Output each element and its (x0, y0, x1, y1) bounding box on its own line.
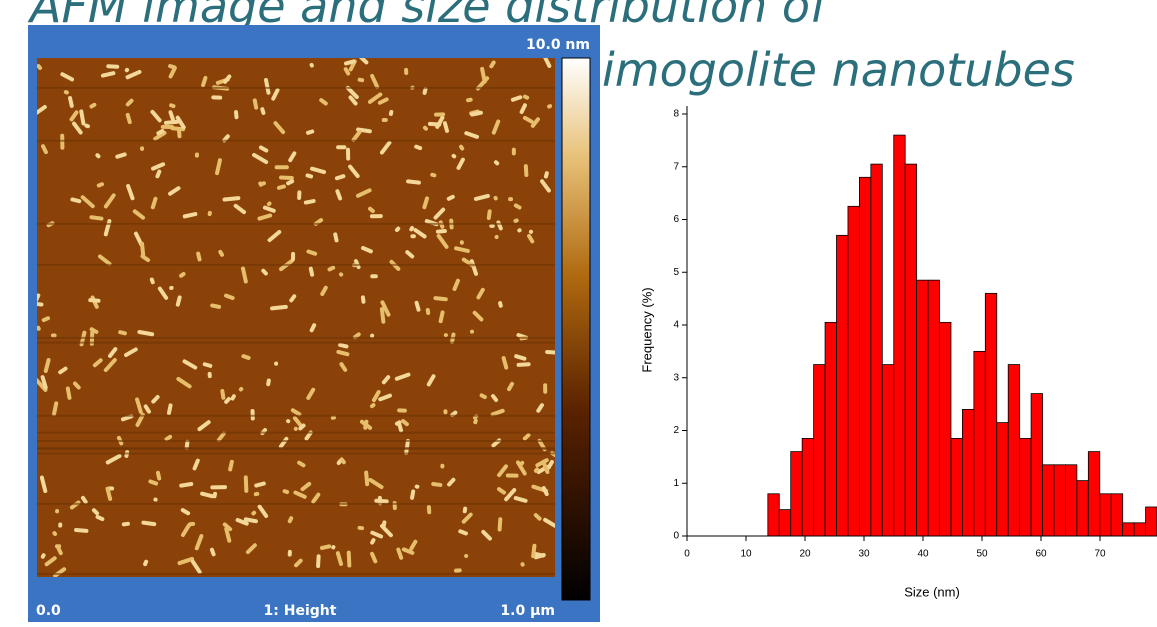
particle (106, 64, 119, 69)
particle (440, 464, 444, 469)
particle (427, 505, 432, 514)
bar (859, 177, 870, 536)
bar (974, 351, 985, 536)
bar (779, 510, 790, 536)
x-tick-label: 30 (858, 549, 870, 560)
particle (397, 408, 407, 412)
y-tick-label: 3 (673, 372, 679, 383)
x-tick-label: 20 (799, 549, 811, 560)
bar (768, 494, 779, 536)
particle (506, 473, 519, 477)
slide: AFM image and size distribution of 10.0 … (0, 0, 1157, 622)
bar (837, 235, 848, 536)
x-tick-label: 60 (1035, 549, 1047, 560)
x-tick-label: 0 (684, 549, 690, 560)
y-tick-label: 1 (673, 478, 679, 489)
particle (434, 112, 445, 116)
bar (1054, 465, 1065, 536)
particle (316, 554, 321, 568)
bar (997, 423, 1008, 536)
channel: 1: Height (264, 603, 337, 619)
particle (370, 274, 378, 278)
bar (1008, 365, 1019, 536)
particle (291, 252, 295, 261)
bar (882, 365, 893, 536)
y-axis-label: Frequency (%) (639, 287, 654, 372)
bar (917, 280, 928, 536)
bar (894, 135, 905, 536)
particle (275, 165, 289, 169)
particle (410, 234, 415, 238)
bar (814, 365, 825, 536)
particle (211, 95, 222, 99)
bar (1100, 494, 1111, 536)
x-tick-label: 10 (740, 549, 752, 560)
x-tick-label: 50 (976, 549, 988, 560)
particle (393, 501, 397, 510)
bar (802, 438, 813, 536)
particle (288, 550, 292, 557)
bar (1065, 465, 1076, 536)
particle (336, 145, 346, 149)
y-tick-label: 7 (673, 161, 679, 172)
bar (871, 164, 882, 536)
bar (1123, 523, 1134, 536)
particle (382, 118, 388, 122)
color-scale (562, 58, 590, 600)
bar (1111, 494, 1122, 536)
bar (1146, 507, 1157, 536)
particle (244, 475, 249, 493)
particle (404, 68, 408, 75)
bar (1031, 394, 1042, 536)
particle (195, 152, 199, 157)
bar (848, 206, 859, 536)
y-tick-label: 5 (673, 267, 679, 278)
bar (985, 293, 996, 536)
bar (940, 322, 951, 536)
y-tick-label: 4 (673, 320, 679, 331)
particle (543, 383, 547, 394)
particle (454, 568, 462, 573)
bar (951, 438, 962, 536)
scale-min: 0.0 (36, 603, 61, 619)
bar (905, 164, 916, 536)
bar (1088, 452, 1099, 536)
bar (928, 280, 939, 536)
particle (55, 509, 59, 513)
y-tick-label: 8 (673, 109, 679, 120)
particle (347, 551, 352, 568)
particle (524, 164, 529, 177)
y-tick-label: 2 (673, 425, 679, 436)
particle (208, 372, 212, 379)
title-line-2: imogolite nanotubes (602, 43, 1075, 97)
bar (1020, 438, 1031, 536)
bar (1077, 481, 1088, 536)
x-axis-label: Size (nm) (904, 584, 960, 599)
x-tick-label: 40 (917, 549, 929, 560)
bar (1043, 465, 1054, 536)
x-tick-label: 70 (1094, 549, 1106, 560)
histogram: 0 1 2 3 4 5 6 7 8 0 10 20 30 40 50 60 70 Size (nm) Frequen… (639, 106, 1157, 599)
particle (512, 148, 516, 156)
bar (791, 452, 802, 536)
particle (346, 148, 350, 161)
scan-size: 1.0 µm (500, 603, 555, 619)
bar (1134, 523, 1145, 536)
bar (825, 322, 836, 536)
particle (210, 485, 227, 489)
page: {"slide": {"title_line1": "AFM image and… (0, 0, 1157, 622)
scale-max: 10.0 nm (526, 37, 590, 53)
particle (370, 214, 383, 218)
y-tick-label: 0 (673, 531, 679, 542)
particle (297, 190, 301, 200)
bar (962, 409, 973, 536)
y-tick-label: 6 (673, 214, 679, 225)
